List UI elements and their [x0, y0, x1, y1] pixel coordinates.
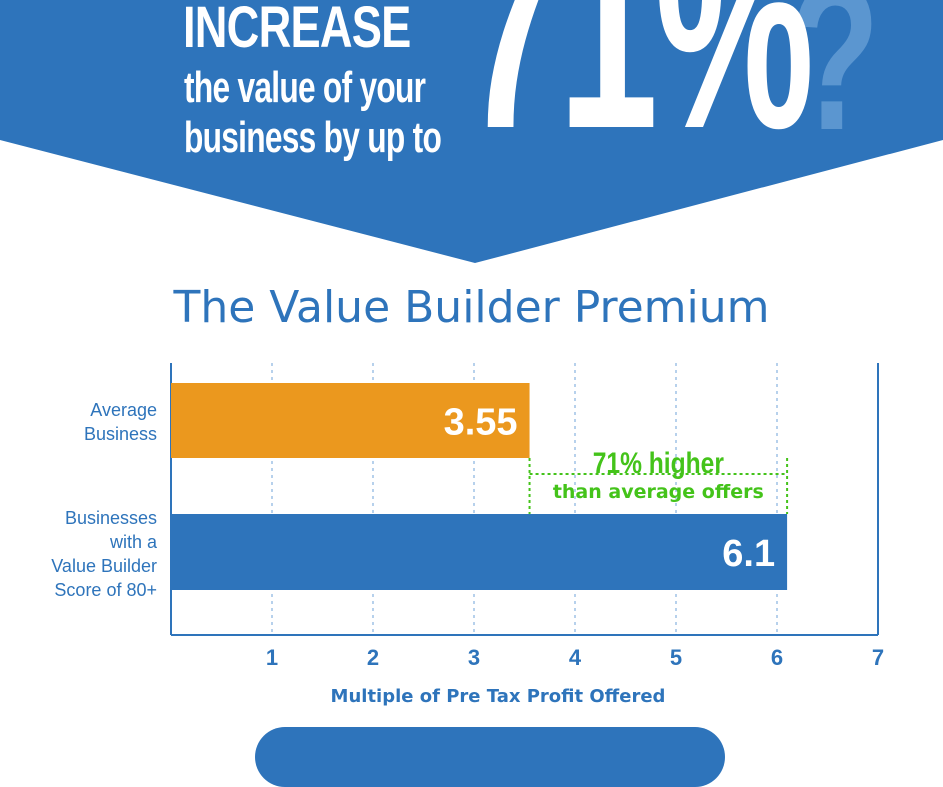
- bar-value-label-value-builder: 6.1: [722, 533, 775, 575]
- x-tick-label-4: 4: [569, 645, 582, 670]
- headline-line-2: the value of your: [184, 63, 426, 112]
- bar-average-business: [171, 383, 530, 458]
- bar-chart: 3.55 6.1 71% higher than average offers …: [170, 363, 884, 707]
- headline-big-percent: 71%: [462, 0, 814, 189]
- bar-value-label-average: 3.55: [444, 402, 518, 444]
- annotation-bracket: [528, 458, 789, 514]
- x-tick-label-5: 5: [670, 645, 682, 670]
- headline-line-3: business by up to: [184, 113, 442, 162]
- headline-increase: INCREASE: [183, 0, 411, 60]
- header-banner: [0, 0, 943, 263]
- chart-title: The Value Builder Premium: [173, 282, 770, 333]
- x-tick-labels: 1 2 3 4 5 6 7: [266, 645, 884, 670]
- question-mark-graphic: ?: [790, 0, 880, 174]
- x-tick-label-2: 2: [367, 645, 379, 670]
- x-tick-label-3: 3: [468, 645, 480, 670]
- annotation-than-average: than average offers: [553, 481, 764, 503]
- annotation-percent-higher: 71% higher: [593, 446, 724, 480]
- x-tick-label-6: 6: [771, 645, 783, 670]
- x-tick-label-7: 7: [872, 645, 884, 670]
- x-tick-label-1: 1: [266, 645, 278, 670]
- x-axis-label: Multiple of Pre Tax Profit Offered: [331, 686, 666, 707]
- category-label-value-builder: Businesses with a Value Builder Score of…: [51, 508, 157, 600]
- bar-value-builder-80: [171, 514, 788, 590]
- difference-annotation: 71% higher than average offers: [528, 446, 789, 514]
- call-to-action-pill[interactable]: [255, 727, 725, 787]
- category-label-average: Average Business: [83, 400, 157, 444]
